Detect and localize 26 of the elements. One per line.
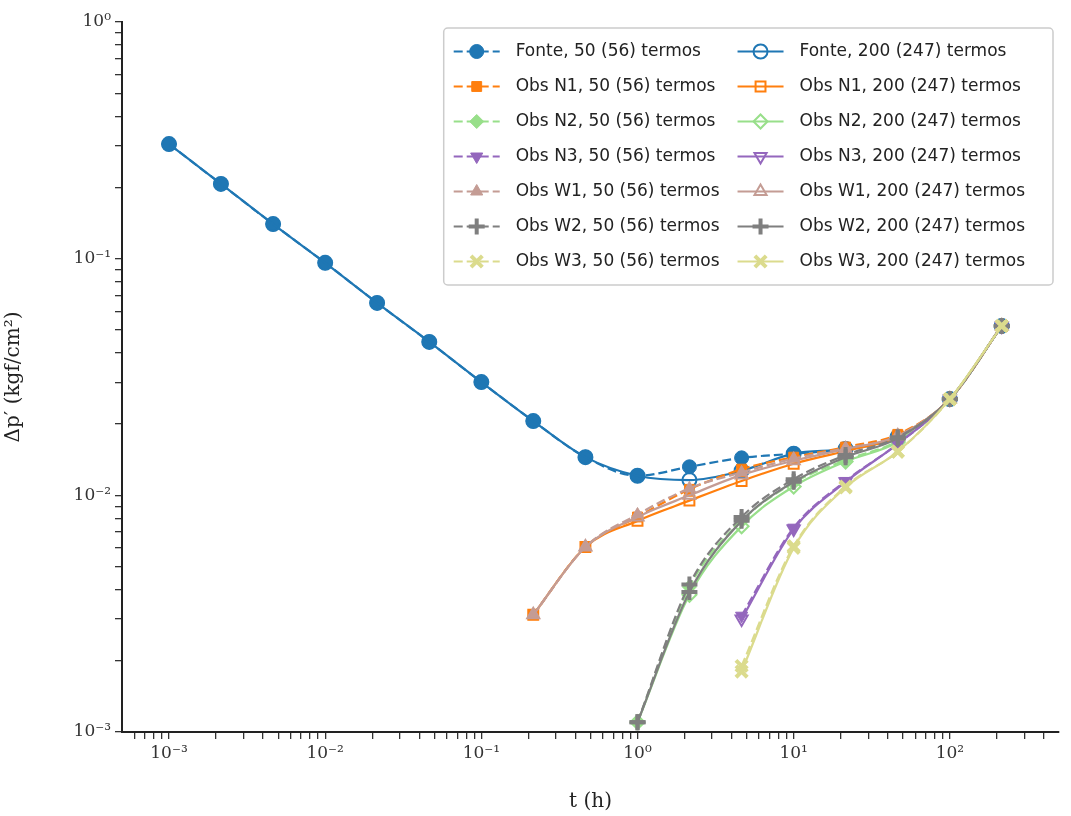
y-tick-label: 10⁻¹ bbox=[73, 247, 111, 268]
legend-label: Obs W3, 200 (247) termos bbox=[799, 249, 1026, 270]
x-tick-label: 10² bbox=[935, 741, 965, 762]
legend-label: Obs N1, 200 (247) termos bbox=[799, 74, 1022, 95]
x-tick-label: 10⁻¹ bbox=[462, 741, 501, 762]
legend-label: Obs N1, 50 (56) termos bbox=[515, 74, 716, 95]
legend-label: Obs W1, 50 (56) termos bbox=[515, 179, 720, 200]
legend-label: Obs N2, 50 (56) termos bbox=[515, 109, 716, 130]
legend-label: Fonte, 200 (247) termos bbox=[799, 39, 1007, 60]
legend-label: Fonte, 50 (56) termos bbox=[515, 39, 702, 60]
y-tick-label: 10⁻² bbox=[73, 483, 111, 504]
x-tick-label: 10¹ bbox=[779, 741, 808, 762]
legend-label: Obs W3, 50 (56) termos bbox=[515, 249, 720, 270]
y-axis-title: Δp′ (kgf/cm²) bbox=[0, 311, 25, 443]
legend-label: Obs W1, 200 (247) termos bbox=[799, 179, 1026, 200]
x-tick-label: 10⁻³ bbox=[150, 741, 188, 762]
legend-label: Obs N3, 200 (247) termos bbox=[799, 144, 1022, 165]
legend-label: Obs N2, 200 (247) termos bbox=[799, 109, 1022, 130]
legend-label: Obs W2, 50 (56) termos bbox=[515, 214, 720, 235]
y-tick-label: 10⁻³ bbox=[73, 720, 111, 741]
x-axis-title: t (h) bbox=[569, 788, 612, 813]
legend-label: Obs W2, 200 (247) termos bbox=[799, 214, 1026, 235]
y-tick-label: 10⁰ bbox=[82, 10, 112, 31]
x-tick-label: 10⁻² bbox=[306, 741, 344, 762]
x-tick-label: 10⁰ bbox=[623, 741, 652, 762]
legend-label: Obs N3, 50 (56) termos bbox=[515, 144, 716, 165]
